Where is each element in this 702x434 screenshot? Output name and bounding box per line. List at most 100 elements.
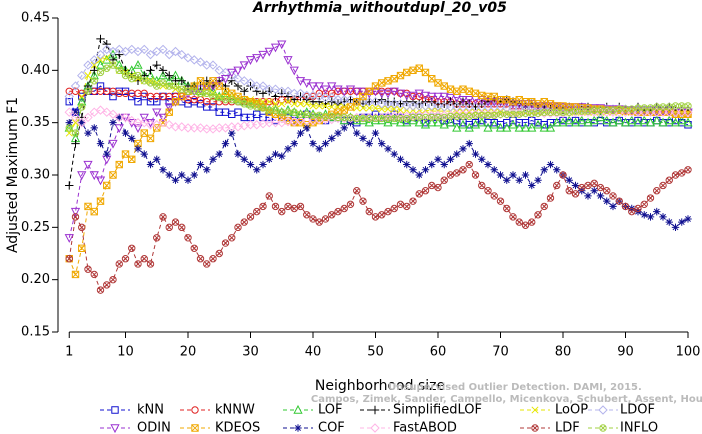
data-point: [521, 118, 530, 127]
legend-marker: [191, 406, 199, 414]
data-point: [514, 122, 524, 132]
data-point: [77, 96, 87, 106]
data-point: [114, 112, 124, 123]
data-point: [521, 171, 530, 179]
data-point: [114, 60, 124, 69]
x-axis-label: Neighborhood size: [315, 378, 445, 394]
data-point: [345, 85, 356, 95]
data-point: [146, 160, 155, 169]
data-point: [327, 92, 337, 103]
data-point: [102, 39, 111, 49]
legend-marker: [191, 424, 199, 432]
data-point: [490, 192, 498, 200]
data-point: [396, 106, 405, 114]
data-point: [534, 176, 542, 184]
data-point: [420, 110, 431, 121]
data-point: [678, 169, 686, 177]
data-point: [83, 81, 93, 91]
data-point: [71, 270, 80, 279]
y-tick-label: 0.25: [21, 220, 50, 235]
data-point: [65, 98, 73, 106]
data-point: [589, 115, 599, 125]
data-point: [409, 166, 417, 174]
data-point: [370, 87, 381, 97]
data-point: [253, 110, 261, 118]
data-point: [296, 100, 305, 108]
data-point: [395, 117, 406, 127]
data-point: [459, 166, 467, 174]
data-point: [95, 105, 106, 115]
data-point: [96, 56, 105, 64]
data-point: [252, 87, 261, 96]
data-point: [384, 77, 392, 85]
data-point: [64, 107, 74, 117]
data-point: [309, 102, 317, 110]
y-tick-label: 0.15: [21, 325, 50, 340]
data-point: [328, 211, 336, 219]
data-point: [314, 82, 324, 92]
data-point: [484, 187, 492, 195]
data-point: [683, 117, 693, 127]
data-point: [340, 106, 348, 114]
data-point: [177, 122, 187, 132]
data-point: [340, 97, 349, 106]
legend-label: kNN: [137, 403, 164, 418]
x-tick-label: 1: [65, 345, 73, 360]
data-point: [570, 117, 581, 127]
data-point: [489, 119, 499, 129]
data-point: [239, 76, 249, 86]
data-point: [246, 160, 255, 169]
data-point: [358, 87, 368, 97]
data-point: [420, 119, 431, 129]
x-tick-label: 70: [492, 345, 509, 360]
data-point: [508, 103, 518, 113]
data-point: [564, 115, 574, 125]
data-point: [121, 129, 130, 137]
legend-marker: [294, 424, 302, 432]
data-point: [439, 119, 449, 129]
data-point: [77, 70, 87, 81]
data-point: [327, 82, 337, 92]
data-point: [321, 102, 330, 110]
data-point: [146, 134, 155, 143]
data-point: [514, 103, 524, 113]
data-point: [652, 107, 662, 117]
data-point: [340, 124, 348, 132]
data-point: [134, 145, 142, 153]
data-point: [664, 107, 674, 117]
y-tick-label: 0.45: [21, 11, 50, 26]
data-point: [427, 101, 437, 111]
data-point: [539, 102, 549, 111]
data-point: [371, 129, 380, 137]
data-point: [453, 169, 461, 177]
data-point: [334, 129, 342, 137]
data-point: [359, 134, 367, 143]
data-point: [177, 49, 187, 60]
data-point: [177, 76, 186, 86]
data-point: [203, 166, 211, 174]
data-point: [458, 119, 468, 129]
data-point: [471, 150, 480, 158]
data-point: [227, 122, 237, 132]
data-point: [139, 117, 149, 128]
data-point: [265, 98, 273, 106]
data-point: [503, 204, 511, 213]
data-point: [178, 223, 186, 231]
data-point: [165, 71, 174, 80]
data-point: [190, 244, 198, 252]
legend-label: LDOF: [620, 403, 655, 418]
data-point: [395, 111, 406, 122]
data-point: [671, 223, 680, 232]
data-point: [152, 60, 161, 70]
data-point: [290, 100, 298, 108]
data-point: [134, 139, 142, 148]
data-point: [509, 171, 517, 179]
data-point: [221, 139, 230, 148]
data-point: [571, 181, 580, 190]
data-point: [114, 124, 124, 133]
data-point: [214, 65, 224, 76]
data-point: [653, 187, 661, 195]
data-point: [89, 55, 99, 65]
data-point: [228, 89, 236, 98]
data-point: [295, 77, 306, 86]
